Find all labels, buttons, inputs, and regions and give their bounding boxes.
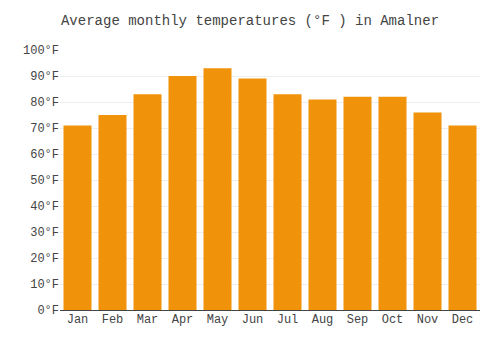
svg-text:50°F: 50°F <box>30 174 59 188</box>
svg-text:Aug: Aug <box>312 313 334 327</box>
svg-text:10°F: 10°F <box>30 278 59 292</box>
svg-text:60°F: 60°F <box>30 148 59 162</box>
svg-text:Oct: Oct <box>382 313 404 327</box>
svg-text:20°F: 20°F <box>30 252 59 266</box>
svg-text:100°F: 100°F <box>23 44 59 58</box>
svg-text:Feb: Feb <box>102 313 124 327</box>
svg-text:Nov: Nov <box>417 313 439 327</box>
svg-text:80°F: 80°F <box>30 96 59 110</box>
svg-text:Mar: Mar <box>137 313 159 327</box>
svg-text:Jun: Jun <box>242 313 264 327</box>
svg-text:Dec: Dec <box>452 313 474 327</box>
svg-text:90°F: 90°F <box>30 70 59 84</box>
svg-text:May: May <box>207 313 229 327</box>
svg-text:Sep: Sep <box>347 313 369 327</box>
svg-text:30°F: 30°F <box>30 226 59 240</box>
svg-text:Jul: Jul <box>277 313 299 327</box>
svg-text:Apr: Apr <box>172 313 194 327</box>
svg-text:0°F: 0°F <box>37 304 59 318</box>
svg-text:70°F: 70°F <box>30 122 59 136</box>
svg-text:40°F: 40°F <box>30 200 59 214</box>
svg-text:Jan: Jan <box>67 313 89 327</box>
svg-text:Average monthly temperatures (: Average monthly temperatures (°F ) in Am… <box>61 13 439 29</box>
